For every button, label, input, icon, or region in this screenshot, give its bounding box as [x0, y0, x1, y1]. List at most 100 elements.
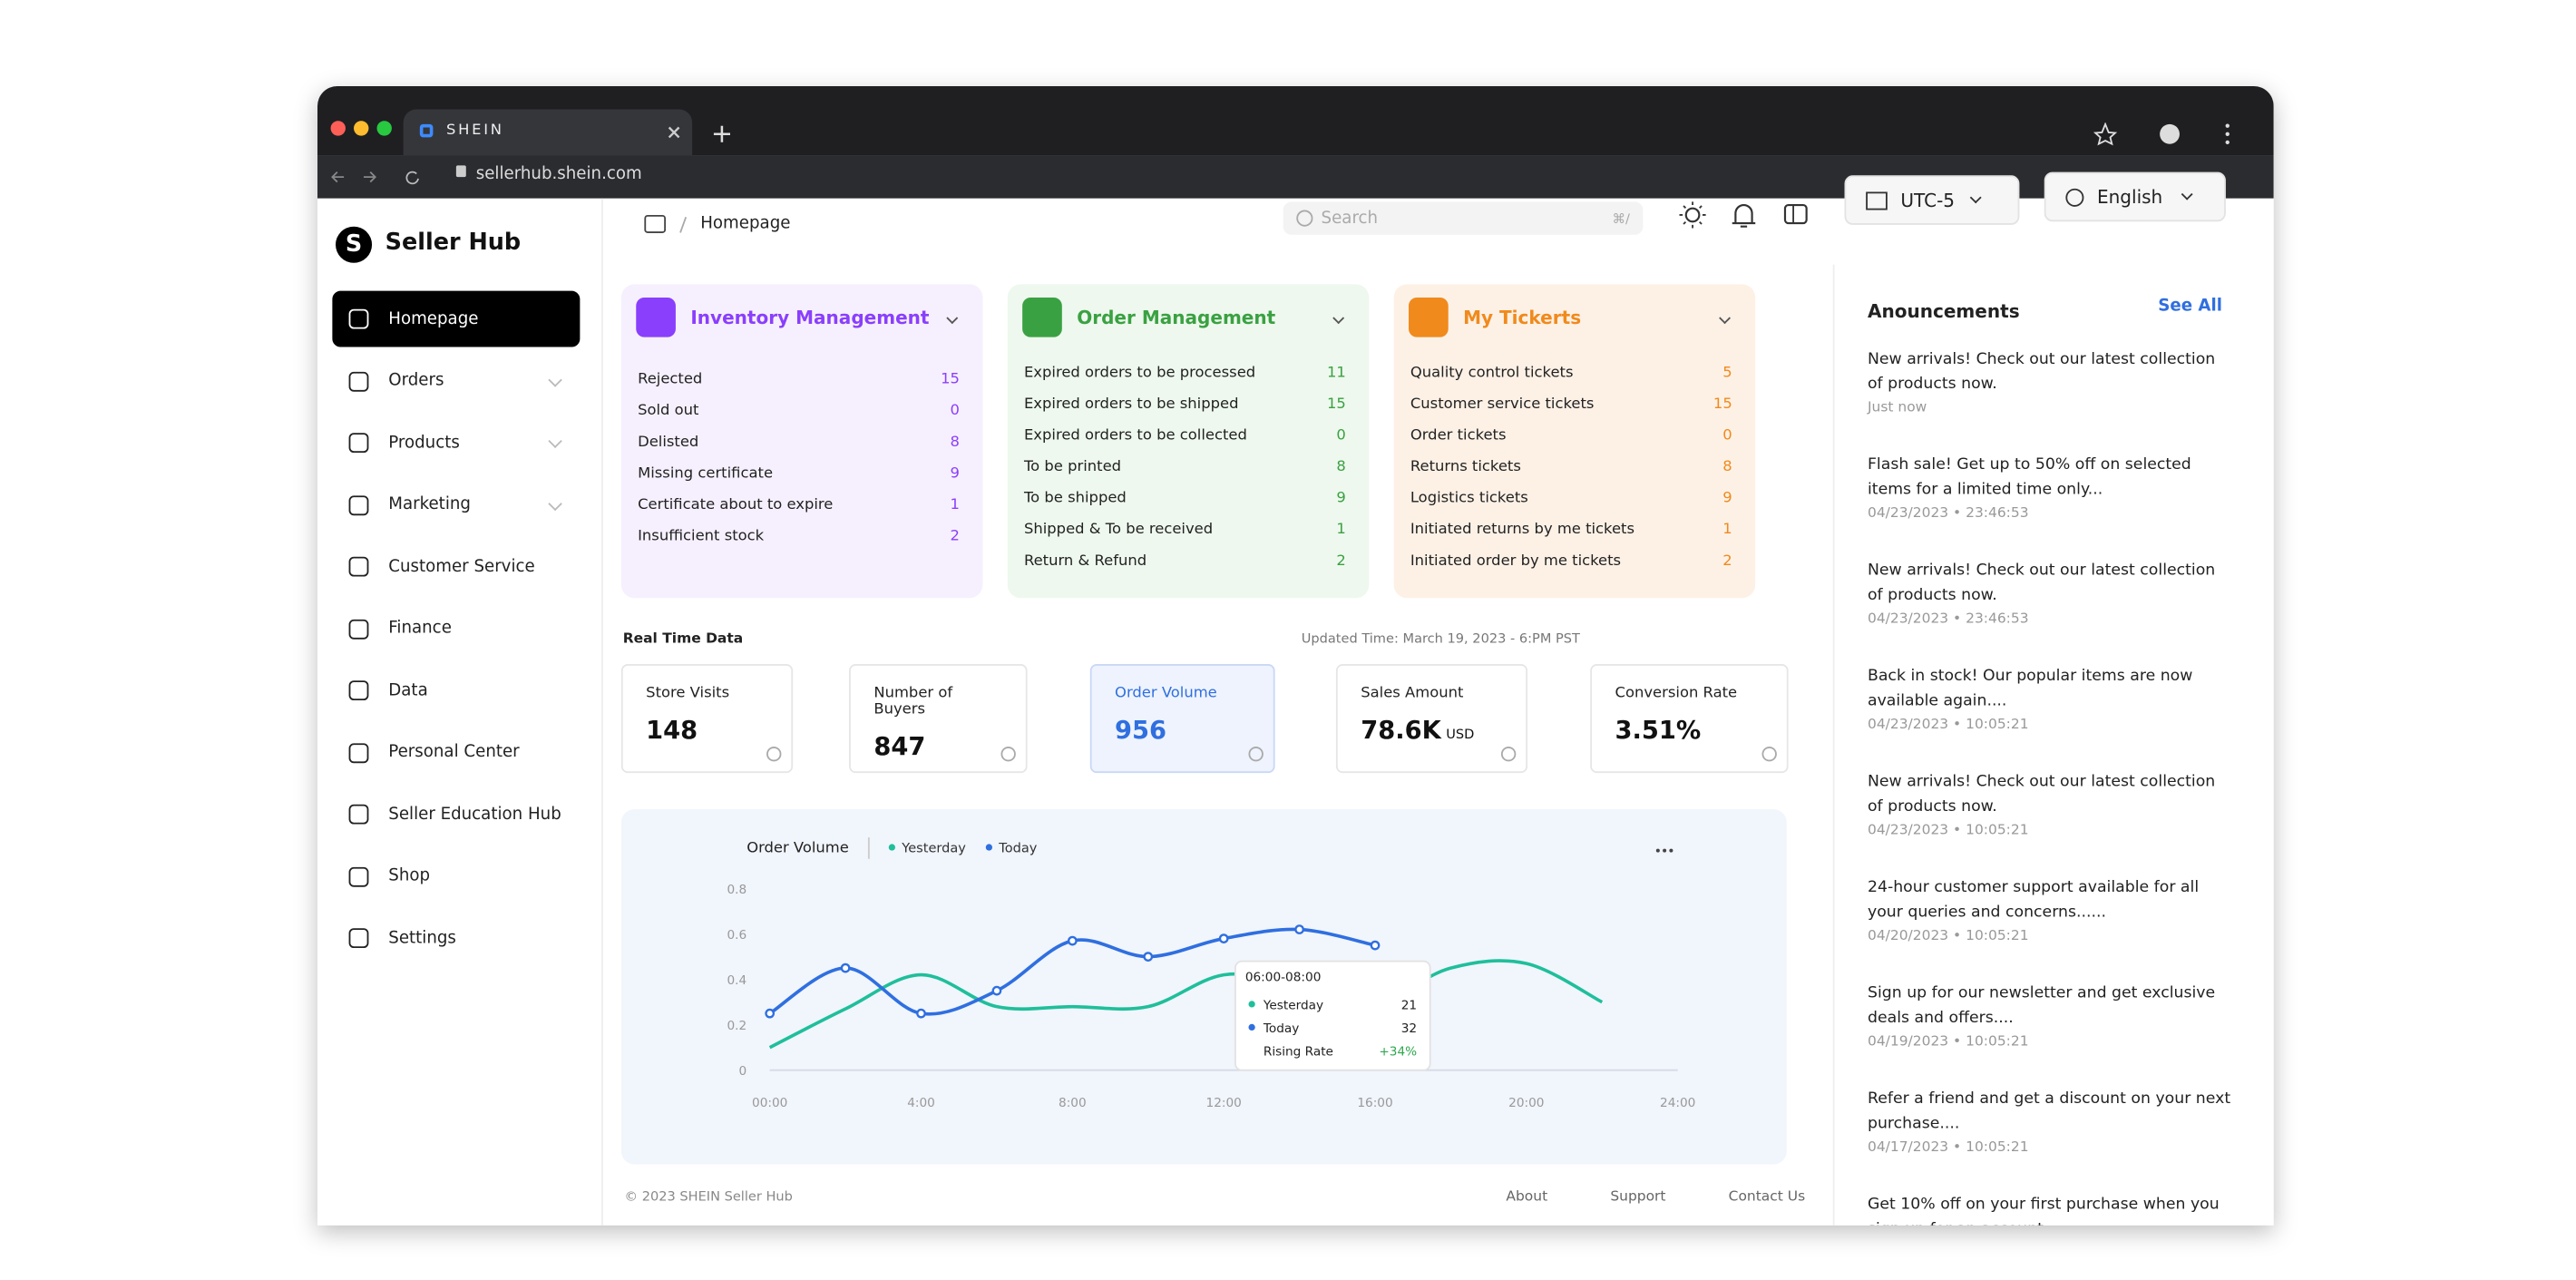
card-row[interactable]: Rejected 15: [621, 364, 983, 396]
nav-icon: [348, 370, 369, 391]
row-value: 8: [1336, 458, 1346, 475]
nav-buttons[interactable]: [331, 169, 430, 185]
tab-close[interactable]: [668, 126, 681, 140]
announcement[interactable]: New arrivals! Check out our latest colle…: [1868, 347, 2234, 453]
metric-value: 148: [646, 715, 698, 746]
card-row[interactable]: Return & Refund 2: [1008, 545, 1370, 577]
card-row[interactable]: Certificate about to expire 1: [621, 489, 983, 521]
sidebar-toggle[interactable]: [644, 214, 667, 233]
metric-value: 956: [1115, 715, 1167, 746]
announcement[interactable]: Back in stock! Our popular items are now…: [1868, 664, 2234, 769]
metric-label: Order Volume: [1115, 685, 1217, 702]
nav-item[interactable]: Products: [332, 415, 580, 471]
tooltip-dot: [1248, 1023, 1255, 1031]
announcement[interactable]: Get 10% off on your first purchase when …: [1868, 1192, 2234, 1226]
nav-icon: [348, 308, 369, 329]
footer-link[interactable]: About: [1506, 1188, 1548, 1206]
updated-label: Updated Time:: [1301, 630, 1399, 646]
card-row[interactable]: Returns tickets 8: [1394, 451, 1756, 483]
nav-item[interactable]: Shop: [332, 848, 580, 904]
card-row[interactable]: To be printed 8: [1008, 451, 1370, 483]
point: [1067, 935, 1078, 946]
card-row[interactable]: Expired orders to be processed 11: [1008, 357, 1370, 388]
card-row[interactable]: Insufficient stock 2: [621, 521, 983, 552]
nav-item[interactable]: Personal Center: [332, 724, 580, 780]
announcement[interactable]: New arrivals! Check out our latest colle…: [1868, 559, 2234, 664]
nav-item[interactable]: Finance: [332, 601, 580, 657]
chevron[interactable]: [1332, 311, 1345, 324]
announcement[interactable]: 24-hour customer support available for a…: [1868, 875, 2234, 981]
language: English: [2096, 186, 2163, 208]
logo: S: [336, 226, 373, 263]
point: [1218, 933, 1229, 943]
tooltip-dot: [1248, 1001, 1255, 1008]
min-dot[interactable]: [354, 121, 369, 136]
tab[interactable]: SHEIN: [403, 109, 693, 156]
announcement-text: New arrivals! Check out our latest colle…: [1867, 350, 2216, 394]
announcement-text: Flash sale! Get up to 50% off on selecte…: [1867, 455, 2191, 499]
close-dot[interactable]: [330, 121, 346, 136]
row-label: Initiated order by me tickets: [1410, 552, 1622, 570]
announcement[interactable]: Refer a friend and get a discount on you…: [1868, 1087, 2234, 1192]
tooltip-label: Today: [1263, 1021, 1299, 1036]
nav-item[interactable]: Marketing: [332, 476, 580, 533]
card-row[interactable]: Order tickets 0: [1394, 420, 1756, 452]
footer-link[interactable]: Contact Us: [1728, 1188, 1806, 1206]
metric-card: Store Visits 148: [620, 664, 794, 774]
card-row[interactable]: Expired orders to be shipped 15: [1008, 388, 1370, 420]
chevron: [2181, 188, 2193, 200]
timezone-select[interactable]: UTC-5: [1844, 175, 2020, 225]
see-all[interactable]: See All: [2158, 297, 2222, 316]
card-row[interactable]: Missing certificate 9: [621, 458, 983, 490]
y-tick-label: 0.4: [727, 973, 746, 988]
tab-bar: SHEIN: [317, 86, 2274, 156]
row-value: 5: [1722, 364, 1732, 381]
card-row[interactable]: To be shipped 9: [1008, 483, 1370, 514]
chart-panel: Order Volume Yesterday Today 0 0.2 0.4 0.6 0.8 0…: [620, 809, 1787, 1165]
announcement[interactable]: Flash sale! Get up to 50% off on selecte…: [1868, 453, 2234, 558]
row-label: Logistics tickets: [1410, 489, 1528, 507]
row-label: To be printed: [1023, 458, 1122, 475]
new-tab[interactable]: [713, 125, 730, 142]
card-row[interactable]: Customer service tickets 15: [1394, 388, 1756, 420]
card-row[interactable]: Sold out 0: [621, 395, 983, 426]
chevron[interactable]: [946, 311, 959, 324]
header-icons[interactable]: [1679, 199, 1829, 231]
card-icon: [636, 297, 676, 337]
nav-item[interactable]: Customer Service: [332, 539, 580, 595]
row-value: 9: [1722, 489, 1732, 507]
nav-item[interactable]: Homepage: [332, 290, 581, 347]
card-row[interactable]: Initiated order by me tickets 2: [1394, 545, 1756, 577]
breadcrumb[interactable]: Homepage: [700, 214, 791, 233]
announcement[interactable]: Sign up for our newsletter and get exclu…: [1868, 981, 2234, 1086]
sidebar: S Seller Hub Homepage Orders Products Marke…: [317, 198, 603, 1226]
nav-label: Orders: [388, 371, 444, 390]
metric-value: 3.51%: [1615, 715, 1702, 746]
nav-label: Seller Education Hub: [388, 805, 561, 824]
card-row[interactable]: Quality control tickets 5: [1394, 357, 1756, 388]
nav-item[interactable]: Orders: [332, 353, 580, 409]
tooltip-label: Rising Rate: [1264, 1044, 1333, 1059]
footer-link[interactable]: Support: [1610, 1188, 1666, 1206]
card-row[interactable]: Logistics tickets 9: [1394, 483, 1756, 514]
metric-label: Number of Buyers: [873, 685, 953, 719]
point: [765, 1008, 776, 1019]
card-row[interactable]: Delisted 8: [621, 426, 983, 458]
tab-icon: [419, 123, 434, 138]
tab-title: SHEIN: [445, 122, 504, 140]
url[interactable]: sellerhub.shein.com: [475, 165, 642, 184]
metric-card: Conversion Rate 3.51%: [1590, 664, 1789, 774]
card-row[interactable]: Expired orders to be collected 0: [1008, 420, 1370, 452]
metric-label: Sales Amount: [1361, 685, 1464, 702]
row-value: 0: [950, 402, 960, 419]
nav-item[interactable]: Settings: [332, 910, 580, 966]
card-row[interactable]: Initiated returns by me tickets 1: [1394, 513, 1756, 545]
max-dot[interactable]: [376, 121, 392, 136]
nav-item[interactable]: Data: [332, 662, 580, 718]
chevron[interactable]: [1719, 311, 1731, 324]
announcement[interactable]: New arrivals! Check out our latest colle…: [1868, 769, 2234, 875]
search-box[interactable]: Search ⌘/: [1283, 201, 1644, 235]
language-select[interactable]: English: [2044, 171, 2226, 222]
card-row[interactable]: Shipped & To be received 1: [1008, 513, 1370, 545]
nav-item[interactable]: Seller Education Hub: [332, 787, 580, 843]
